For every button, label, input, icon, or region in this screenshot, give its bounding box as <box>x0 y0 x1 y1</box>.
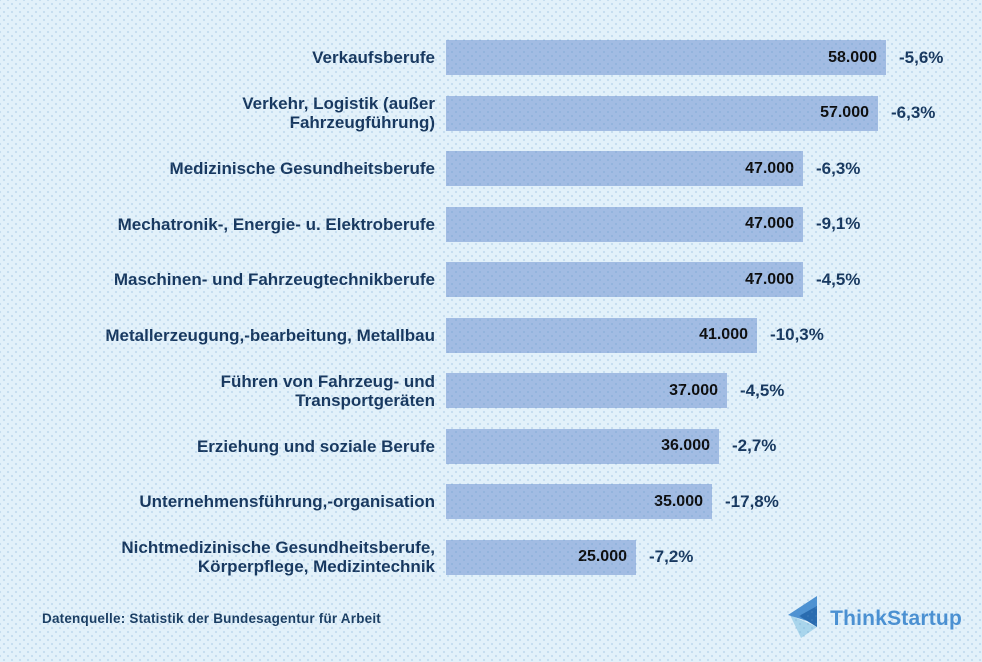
bar-track: 47.000 -6,3% <box>446 151 960 187</box>
bar: 47.000 <box>446 151 803 187</box>
layered-triangles-left-icon <box>784 594 824 643</box>
chart-row: Verkehr, Logistik (außer Fahrzeugführung… <box>42 86 960 142</box>
bar-track: 58.000 -5,6% <box>446 40 960 76</box>
bar-value-label: 25.000 <box>578 548 627 566</box>
category-label: Unternehmensführung,-organisation <box>139 492 435 512</box>
bar: 36.000 <box>446 428 719 464</box>
bar: 41.000 <box>446 317 757 353</box>
bar-chart: Verkaufsberufe 58.000 -5,6% Verkehr, Logist… <box>42 30 960 585</box>
pct-change-label: -9,1% <box>816 214 861 234</box>
chart-row: Metallerzeugung,-bearbeitung, Metallbau 4… <box>42 308 960 364</box>
pct-change-label: -7,2% <box>649 547 694 567</box>
chart-row: Mechatronik-, Energie- u. Elektroberufe 4… <box>42 197 960 253</box>
bar: 37.000 <box>446 373 727 409</box>
category-label: Medizinische Gesundheitsberufe <box>169 159 435 179</box>
bar-track: 35.000 -17,8% <box>446 484 960 520</box>
category-label: Metallerzeugung,-bearbeitung, Metallbau <box>105 325 435 345</box>
bar-track: 57.000 -6,3% <box>446 95 960 131</box>
chart-row: Medizinische Gesundheitsberufe 47.000 -6,3… <box>42 141 960 197</box>
pct-change-label: -4,5% <box>816 269 861 289</box>
chart-row: Erziehung und soziale Berufe 36.000 -2,7% <box>42 419 960 475</box>
brand-logo: ThinkStartup <box>784 594 962 643</box>
bar-value-label: 36.000 <box>661 437 710 455</box>
bar: 25.000 <box>446 539 636 575</box>
bar-value-label: 41.000 <box>699 326 748 344</box>
category-label: Nichtmedizinische Gesundheitsberufe, Kör… <box>121 538 435 577</box>
chart-row: Unternehmensführung,-organisation 35.000 -… <box>42 474 960 530</box>
bar-value-label: 47.000 <box>745 270 794 288</box>
bar: 47.000 <box>446 206 803 242</box>
bar-value-label: 58.000 <box>828 48 877 66</box>
bar-track: 47.000 -9,1% <box>446 206 960 242</box>
bar: 58.000 <box>446 40 886 76</box>
category-label: Verkaufsberufe <box>312 48 435 68</box>
chart-row: Verkaufsberufe 58.000 -5,6% <box>42 30 960 86</box>
category-label: Maschinen- und Fahrzeugtechnikberufe <box>113 270 435 290</box>
bar-value-label: 47.000 <box>745 215 794 233</box>
pct-change-label: -4,5% <box>740 380 785 400</box>
pct-change-label: -17,8% <box>725 491 779 511</box>
bar-value-label: 35.000 <box>654 492 703 510</box>
bar-track: 41.000 -10,3% <box>446 317 960 353</box>
category-label: Führen von Fahrzeug- und Transportgeräte… <box>220 371 435 410</box>
footer: Datenquelle: Statistik der Bundesagentur… <box>0 585 982 662</box>
pct-change-label: -2,7% <box>732 436 777 456</box>
bar-track: 47.000 -4,5% <box>446 262 960 298</box>
bar-track: 25.000 -7,2% <box>446 539 960 575</box>
chart-row: Führen von Fahrzeug- und Transportgeräte… <box>42 363 960 419</box>
pct-change-label: -6,3% <box>891 103 936 123</box>
bar: 35.000 <box>446 484 712 520</box>
chart-rows: Verkaufsberufe 58.000 -5,6% Verkehr, Logist… <box>42 30 960 585</box>
bar: 47.000 <box>446 262 803 298</box>
bar-track: 37.000 -4,5% <box>446 373 960 409</box>
category-label: Mechatronik-, Energie- u. Elektroberufe <box>117 214 435 234</box>
chart-row: Nichtmedizinische Gesundheitsberufe, Kör… <box>42 530 960 586</box>
brand-logo-text: ThinkStartup <box>830 606 962 630</box>
pct-change-label: -6,3% <box>816 158 861 178</box>
bar-value-label: 57.000 <box>820 104 869 122</box>
bar-value-label: 37.000 <box>669 381 718 399</box>
bar-track: 36.000 -2,7% <box>446 428 960 464</box>
data-source-caption: Datenquelle: Statistik der Bundesagentur… <box>42 611 381 626</box>
category-label: Verkehr, Logistik (außer Fahrzeugführung… <box>242 94 435 133</box>
pct-change-label: -5,6% <box>899 47 944 67</box>
pct-change-label: -10,3% <box>770 325 824 345</box>
chart-row: Maschinen- und Fahrzeugtechnikberufe 47.0… <box>42 252 960 308</box>
bar: 57.000 <box>446 95 878 131</box>
bar-value-label: 47.000 <box>745 159 794 177</box>
category-label: Erziehung und soziale Berufe <box>196 436 435 456</box>
